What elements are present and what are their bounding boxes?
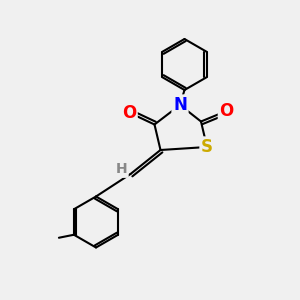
Text: N: N (173, 96, 187, 114)
Text: O: O (122, 103, 136, 122)
Text: S: S (201, 138, 213, 156)
Text: O: O (219, 102, 234, 120)
Text: H: H (116, 163, 127, 176)
